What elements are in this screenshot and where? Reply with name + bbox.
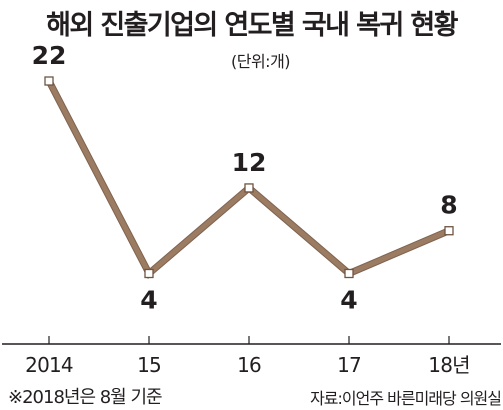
data-point-marker	[44, 76, 54, 86]
x-tick-label: 15	[137, 353, 161, 377]
data-point-marker	[144, 268, 154, 279]
data-point-marker	[344, 268, 354, 279]
data-label: 4	[340, 286, 357, 315]
data-label: 8	[440, 191, 457, 220]
x-tick-label: 16	[237, 353, 261, 377]
x-tick-label: 2014	[25, 353, 73, 377]
data-label: 22	[32, 41, 67, 70]
unit-label: (단위:개)	[231, 52, 291, 71]
data-point-marker	[444, 226, 454, 236]
x-tick-label: 18년	[428, 353, 469, 377]
x-tick-label: 17	[337, 353, 361, 377]
data-label: 12	[232, 148, 267, 177]
chart-title: 해외 진출기업의 연도별 국내 복귀 현황	[46, 10, 458, 41]
data-label: 4	[140, 286, 157, 315]
data-point-marker	[244, 183, 254, 193]
series-line-shadow	[45, 79, 451, 280]
footnote: ※2018년은 8월 기준	[8, 387, 163, 408]
source-note: 자료:이언주 바른미래당 의원실	[310, 389, 502, 408]
series-line	[46, 79, 450, 278]
